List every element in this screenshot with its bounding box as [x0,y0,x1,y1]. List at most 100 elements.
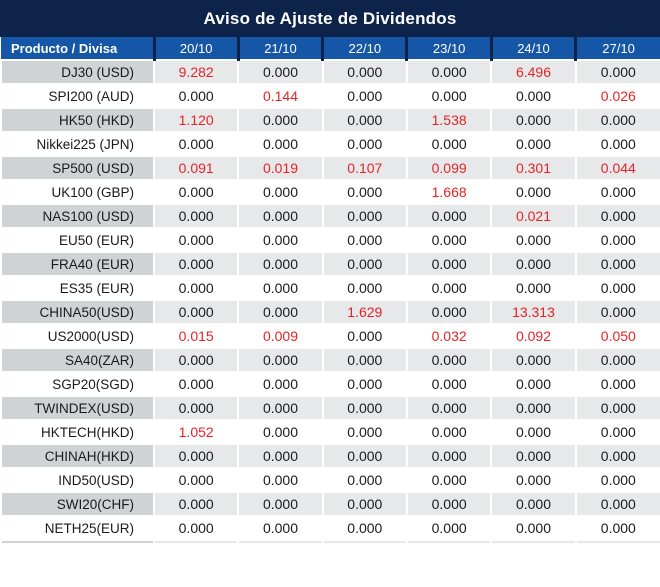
value-cell: 0.000 [490,419,577,445]
value-cell: 0.015 [152,323,240,349]
value-cell: 0.000 [321,275,408,301]
value-cell: 0.032 [405,323,493,349]
value-cell: 0.050 [574,323,660,349]
value-cell: 0.301 [490,155,577,181]
value-cell: 0.000 [152,227,240,253]
value-cell: 0.044 [574,155,660,181]
value-cell: 0.000 [237,131,324,157]
value-cell: 0.000 [490,515,577,541]
value-cell: 0.000 [321,227,408,253]
value-cell: 0.000 [237,515,324,541]
value-cell: 0.000 [490,227,577,253]
column-header-date: 24/10 [489,37,576,61]
value-cell: 0.000 [152,275,240,301]
column-header-date: 27/10 [574,37,660,61]
value-cell: 1.120 [152,107,240,133]
value-cell: 0.000 [237,419,324,445]
value-cell: 0.000 [490,467,577,493]
value-cell: 6.496 [490,59,577,85]
table-row: HK50 (HKD) 1.120 0.000 0.000 1.538 0.000 0.000 [0,107,660,133]
value-cell: 0.000 [321,443,408,469]
partial-product-cell [0,539,155,543]
partial-value-cell [490,539,577,543]
value-cell: 0.000 [321,203,408,229]
partial-value-cell [152,539,240,543]
value-cell: 0.000 [490,371,577,397]
value-cell: 13.313 [490,299,577,325]
value-cell: 0.000 [490,491,577,517]
value-cell: 0.000 [405,491,493,517]
product-cell: SPI200 (AUD) [0,83,155,109]
value-cell: 0.000 [237,347,324,373]
page-title: Aviso de Ajuste de Dividendos [203,8,457,28]
value-cell: 0.000 [405,275,493,301]
value-cell: 0.000 [321,83,408,109]
product-cell: IND50(USD) [0,467,155,493]
column-header-date: 21/10 [236,37,323,61]
value-cell: 0.000 [405,419,493,445]
value-cell: 0.000 [321,371,408,397]
table-row: NAS100 (USD) 0.000 0.000 0.000 0.000 0.021 0.0… [0,203,660,229]
value-cell: 1.668 [405,179,493,205]
value-cell: 0.000 [405,443,493,469]
value-cell: 0.000 [405,299,493,325]
product-cell: TWINDEX(USD) [0,395,155,421]
table-row: CHINAH(HKD) 0.000 0.000 0.000 0.000 0.000 0.00… [0,443,660,469]
value-cell: 0.000 [405,203,493,229]
product-cell: SWI20(CHF) [0,491,155,517]
value-cell: 0.091 [152,155,240,181]
value-cell: 0.019 [237,155,324,181]
value-cell: 0.000 [490,395,577,421]
table-row: SGP20(SGD) 0.000 0.000 0.000 0.000 0.000 0.000 [0,371,660,397]
table-row: FRA40 (EUR) 0.000 0.000 0.000 0.000 0.000 0.00… [0,251,660,277]
partial-value-cell [574,539,660,543]
value-cell: 0.000 [574,491,660,517]
value-cell: 0.092 [490,323,577,349]
value-cell: 0.000 [152,467,240,493]
value-cell: 0.000 [405,371,493,397]
value-cell: 0.000 [405,347,493,373]
value-cell: 0.000 [405,467,493,493]
value-cell: 0.000 [490,107,577,133]
table-row: NETH25(EUR) 0.000 0.000 0.000 0.000 0.000 0.00… [0,515,660,541]
value-cell: 0.000 [237,107,324,133]
partial-value-cell [405,539,493,543]
product-cell: SGP20(SGD) [0,371,155,397]
value-cell: 0.000 [237,299,324,325]
value-cell: 0.000 [574,179,660,205]
value-cell: 0.000 [152,491,240,517]
value-cell: 0.021 [490,203,577,229]
value-cell: 1.538 [405,107,493,133]
table-row: EU50 (EUR) 0.000 0.000 0.000 0.000 0.000 0.000 [0,227,660,253]
value-cell: 0.000 [237,467,324,493]
value-cell: 0.000 [152,83,240,109]
partial-value-cell [321,539,408,543]
value-cell: 0.000 [321,251,408,277]
column-header-date: 20/10 [152,37,239,61]
value-cell: 1.629 [321,299,408,325]
value-cell: 9.282 [152,59,240,85]
value-cell: 0.000 [574,395,660,421]
value-cell: 0.000 [574,515,660,541]
value-cell: 0.000 [405,83,493,109]
table-row: Nikkei225 (JPN) 0.000 0.000 0.000 0.000 0.000… [0,131,660,157]
value-cell: 0.000 [321,179,408,205]
value-cell: 0.000 [237,275,324,301]
value-cell: 0.000 [574,371,660,397]
value-cell: 0.000 [405,395,493,421]
value-cell: 0.000 [490,131,577,157]
table-row: ES35 (EUR) 0.000 0.000 0.000 0.000 0.000 0.000 [0,275,660,301]
value-cell: 0.000 [574,347,660,373]
column-header-date: 23/10 [405,37,492,61]
value-cell: 0.000 [237,179,324,205]
value-cell: 0.000 [321,107,408,133]
product-cell: Nikkei225 (JPN) [0,131,155,157]
value-cell: 0.000 [321,131,408,157]
value-cell: 0.000 [152,515,240,541]
column-header-date: 22/10 [321,37,407,61]
value-cell: 0.000 [490,179,577,205]
table-row: TWINDEX(USD) 0.000 0.000 0.000 0.000 0.000 0.0… [0,395,660,421]
table-row: SPI200 (AUD) 0.000 0.144 0.000 0.000 0.000 0.0… [0,83,660,109]
value-cell: 0.000 [321,419,408,445]
product-cell: DJ30 (USD) [0,59,155,85]
